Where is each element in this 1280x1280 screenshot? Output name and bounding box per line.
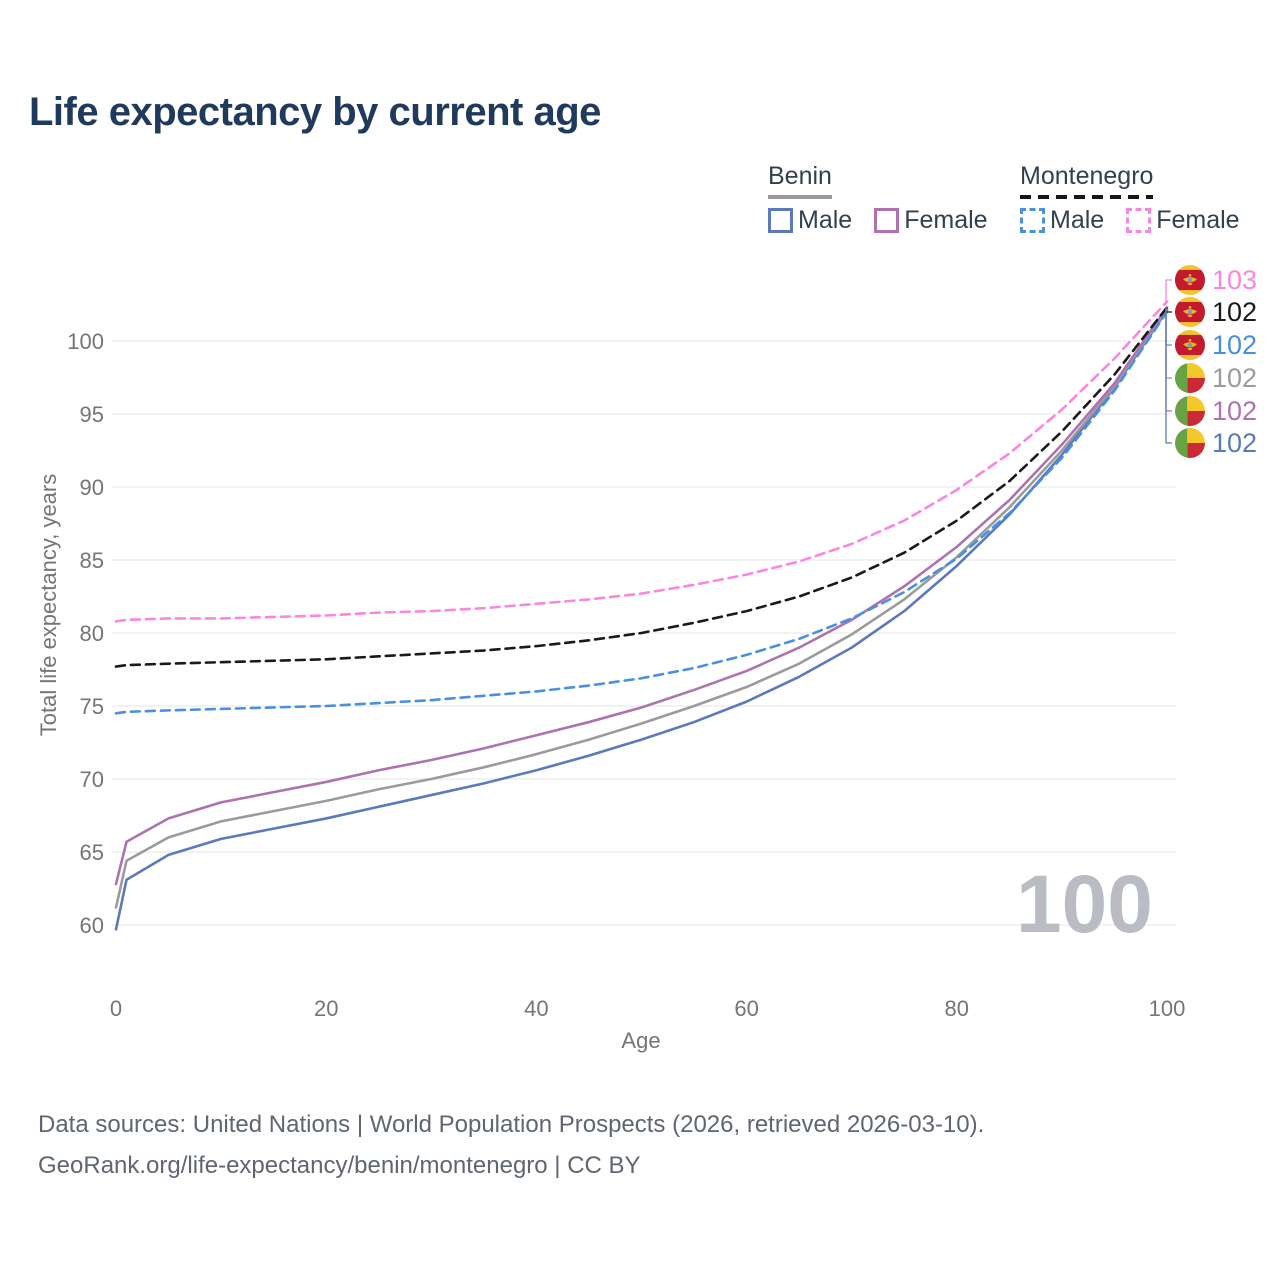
legend-item-montenegro-female[interactable]: Female xyxy=(1126,206,1240,235)
end-label-connector-benin_female xyxy=(1165,307,1172,412)
legend-benin-female-label: Female xyxy=(904,206,988,234)
x-tick-label-100: 100 xyxy=(1149,996,1186,1021)
end-label-connector-benin_both xyxy=(1165,308,1172,379)
y-tick-label-95: 95 xyxy=(80,402,104,427)
legend-benin: Benin xyxy=(768,162,832,199)
series-line-mont_both[interactable] xyxy=(114,306,1169,668)
montenegro-female-swatch-icon xyxy=(1126,208,1152,233)
legend-item-benin-female[interactable]: Female xyxy=(874,206,988,235)
end-label-connector-benin_male xyxy=(1165,310,1172,444)
y-tick-label-70: 70 xyxy=(80,767,104,792)
y-tick-label-80: 80 xyxy=(80,621,104,646)
x-tick-label-20: 20 xyxy=(314,996,338,1021)
end-label-connector-mont_female xyxy=(1165,279,1172,302)
age-counter-watermark: 100 xyxy=(1016,859,1153,950)
y-tick-label-60: 60 xyxy=(80,913,104,938)
y-tick-label-65: 65 xyxy=(80,840,104,865)
legend-item-benin-male[interactable]: Male xyxy=(768,206,852,235)
legend-benin-underline xyxy=(768,195,832,199)
legend-montenegro-female-label: Female xyxy=(1156,206,1240,234)
x-tick-label-40: 40 xyxy=(524,996,548,1021)
y-tick-label-90: 90 xyxy=(80,475,104,500)
footer-data-sources: Data sources: United Nations | World Pop… xyxy=(38,1111,985,1138)
series-line-benin_male[interactable] xyxy=(114,309,1169,931)
end-label-connector-mont_male xyxy=(1165,311,1172,346)
legend-benin-country-label[interactable]: Benin xyxy=(768,162,832,190)
legend-montenegro-male-label: Male xyxy=(1050,206,1105,234)
series-line-benin_female[interactable] xyxy=(114,306,1169,886)
footer-citation-url[interactable]: GeoRank.org/life-expectancy/benin/monten… xyxy=(38,1152,641,1179)
montenegro-male-swatch-icon xyxy=(1020,208,1045,233)
x-tick-label-80: 80 xyxy=(945,996,969,1021)
x-axis-title: Age xyxy=(621,1028,661,1053)
series-line-mont_female[interactable] xyxy=(114,300,1169,623)
legend-montenegro: Montenegro xyxy=(1020,162,1154,199)
benin-female-swatch-icon xyxy=(874,208,900,233)
x-tick-label-0: 0 xyxy=(110,996,122,1021)
y-tick-label-100: 100 xyxy=(67,329,104,354)
legend-items-benin: Male Female xyxy=(768,206,1010,235)
y-tick-label-85: 85 xyxy=(80,548,104,573)
series-line-benin_both[interactable] xyxy=(114,307,1169,909)
y-tick-label-75: 75 xyxy=(80,694,104,719)
y-axis-title: Total life expectancy, years xyxy=(36,473,61,737)
page-title: Life expectancy by current age xyxy=(29,90,601,134)
legend-item-montenegro-male[interactable]: Male xyxy=(1020,206,1104,235)
legend-montenegro-country-label[interactable]: Montenegro xyxy=(1020,162,1154,190)
benin-male-swatch-icon xyxy=(768,208,793,233)
legend-benin-male-label: Male xyxy=(798,206,853,234)
legend-montenegro-underline xyxy=(1020,195,1154,199)
series-line-mont_male[interactable] xyxy=(114,310,1169,715)
footer: Data sources: United Nations | World Pop… xyxy=(38,1104,984,1186)
legend-items-montenegro: Male Female xyxy=(1020,206,1262,235)
x-tick-label-60: 60 xyxy=(734,996,758,1021)
